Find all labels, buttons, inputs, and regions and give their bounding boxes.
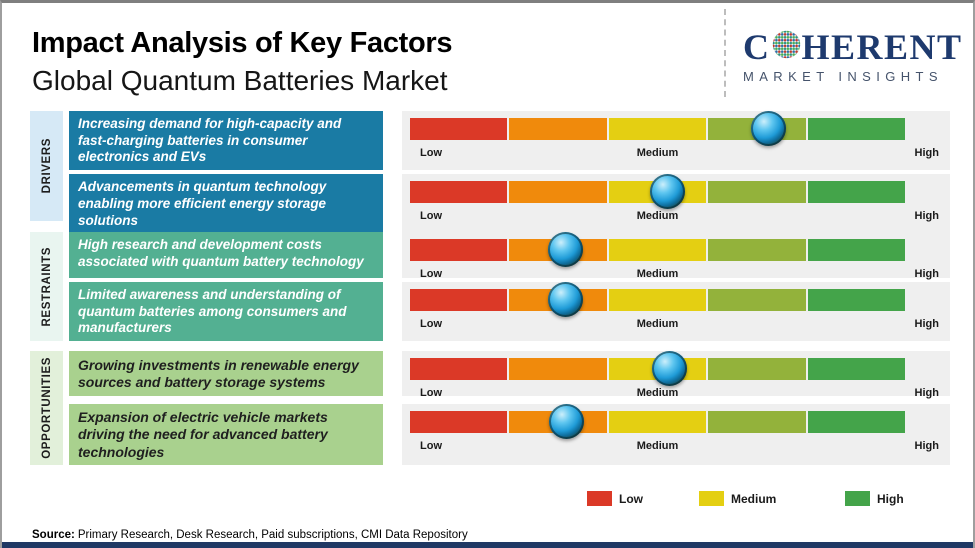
legend-swatch-high	[845, 491, 870, 506]
factor-text: Advancements in quantum technology enabl…	[69, 174, 383, 234]
gauge-marker-icon	[649, 174, 685, 210]
source-prefix: Source:	[32, 529, 75, 541]
gauge-label-high: High	[914, 387, 939, 399]
gauge-label-high: High	[914, 439, 939, 452]
factor-text: Increasing demand for high-capacity and …	[69, 111, 383, 171]
page-title: Impact Analysis of Key Factors	[32, 27, 453, 59]
factor-row: Limited awareness and understanding of q…	[69, 281, 950, 341]
brand-letter-c: C	[743, 27, 771, 67]
gauge-bar	[410, 288, 906, 311]
legend-item-low: Low	[587, 491, 643, 506]
impact-gauge: Low Medium High	[402, 403, 950, 465]
gauge-bar	[410, 410, 906, 433]
group-label-strip: OPPORTUNITIES	[30, 351, 63, 465]
gauge-label-low: Low	[420, 210, 442, 223]
gauge-label-low: Low	[420, 147, 442, 159]
gauge-label-high: High	[914, 210, 939, 223]
legend-swatch-medium	[699, 491, 724, 506]
gauge-marker-icon	[548, 281, 584, 317]
brand-tagline: MARKET INSIGHTS	[743, 69, 943, 84]
factor-text: High research and development costs asso…	[69, 232, 383, 278]
page-subtitle: Global Quantum Batteries Market	[32, 65, 448, 96]
gauge-marker-icon	[751, 111, 787, 146]
factor-row: Expansion of electric vehicle markets dr…	[69, 403, 950, 465]
brand-logo: C HERENT MARKET INSIGHTS	[743, 29, 967, 84]
legend-label-low: Low	[619, 491, 643, 506]
gauge-label-medium: Medium	[636, 210, 679, 223]
source-text: Primary Research, Desk Research, Paid su…	[77, 529, 468, 541]
factor-text: Expansion of electric vehicle markets dr…	[69, 403, 383, 465]
legend-item-medium: Medium	[699, 491, 776, 506]
legend-item-high: High	[845, 491, 904, 506]
brand-letters-rest: HERENT	[801, 27, 963, 67]
gauge-marker-icon	[549, 403, 585, 439]
gauge-marker-icon	[548, 232, 584, 267]
gauge-bar	[410, 118, 906, 140]
gauge-label-medium: Medium	[636, 387, 679, 399]
gauge-label-low: Low	[420, 268, 442, 280]
gauge-label-low: Low	[420, 439, 442, 452]
impact-gauge: Low Medium High	[402, 232, 950, 280]
group-label: DRIVERS	[40, 138, 53, 194]
gauge-label-high: High	[914, 147, 939, 159]
gauge-label-medium: Medium	[636, 147, 679, 159]
gauge-bar	[410, 358, 906, 380]
group-label-strip: RESTRAINTS	[30, 232, 63, 341]
gauge-marker-icon	[652, 351, 688, 386]
factor-row: Increasing demand for high-capacity and …	[69, 111, 950, 171]
group-restraints: RESTRAINTS High research and development…	[30, 232, 950, 341]
bottom-accent-bar	[2, 542, 973, 548]
gauge-bar	[410, 239, 906, 261]
gauge-label-medium: Medium	[636, 439, 679, 452]
factor-row: High research and development costs asso…	[69, 232, 950, 280]
impact-gauge: Low Medium High	[402, 111, 950, 171]
factor-text: Limited awareness and understanding of q…	[69, 281, 383, 341]
logo-divider	[724, 9, 726, 97]
impact-gauge: Low Medium High	[402, 174, 950, 234]
impact-gauge: Low Medium High	[402, 351, 950, 399]
brand-wordmark: C HERENT	[743, 29, 967, 65]
impact-gauge: Low Medium High	[402, 281, 950, 341]
factor-row: Growing investments in renewable energy …	[69, 351, 950, 399]
group-label: RESTRAINTS	[40, 246, 53, 327]
gauge-label-medium: Medium	[636, 268, 679, 280]
factor-text: Growing investments in renewable energy …	[69, 351, 383, 396]
group-label-strip: DRIVERS	[30, 111, 63, 221]
source-note: Source: Primary Research, Desk Research, …	[32, 529, 468, 541]
factor-row: Advancements in quantum technology enabl…	[69, 174, 950, 234]
gauge-label-high: High	[914, 317, 939, 330]
legend-label-medium: Medium	[731, 491, 777, 506]
gauge-label-medium: Medium	[636, 317, 679, 330]
group-drivers: DRIVERS Increasing demand for high-capac…	[30, 111, 950, 234]
globe-icon	[772, 29, 801, 65]
group-label: OPPORTUNITIES	[40, 357, 53, 459]
legend-swatch-low	[587, 491, 612, 506]
gauge-label-low: Low	[420, 387, 442, 399]
group-opportunities: OPPORTUNITIES Growing investments in ren…	[30, 351, 950, 465]
gauge-label-high: High	[914, 268, 939, 280]
legend-label-high: High	[877, 491, 904, 506]
gauge-label-low: Low	[420, 317, 442, 330]
legend: Low Medium High	[587, 491, 922, 509]
